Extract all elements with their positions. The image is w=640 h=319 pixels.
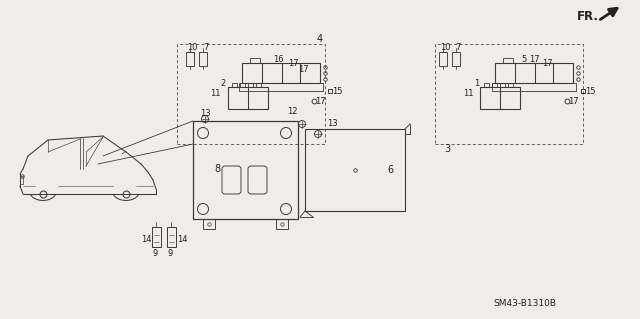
Text: 13: 13 bbox=[200, 108, 211, 117]
Bar bbox=[495, 63, 573, 83]
Bar bbox=[508, 83, 513, 87]
Text: 13: 13 bbox=[326, 118, 337, 128]
Bar bbox=[203, 219, 215, 229]
Bar bbox=[250, 58, 260, 63]
Text: 7: 7 bbox=[455, 42, 461, 51]
Text: 8: 8 bbox=[214, 164, 220, 174]
Text: 14: 14 bbox=[141, 234, 151, 243]
Text: 17: 17 bbox=[298, 64, 308, 73]
Text: 17: 17 bbox=[529, 55, 540, 63]
Text: 10: 10 bbox=[187, 42, 197, 51]
Text: 2: 2 bbox=[220, 78, 226, 87]
Bar bbox=[256, 83, 261, 87]
Bar bbox=[167, 227, 176, 247]
Text: 12: 12 bbox=[287, 107, 297, 115]
Bar bbox=[480, 87, 520, 109]
Bar bbox=[452, 52, 460, 66]
Bar bbox=[242, 63, 320, 83]
Text: SM43-B1310B: SM43-B1310B bbox=[493, 300, 556, 308]
Text: 11: 11 bbox=[210, 90, 220, 99]
Bar bbox=[186, 52, 194, 66]
Text: 16: 16 bbox=[273, 55, 284, 63]
Bar bbox=[503, 58, 513, 63]
Text: 17: 17 bbox=[541, 58, 552, 68]
Bar bbox=[232, 83, 237, 87]
Bar bbox=[152, 227, 161, 247]
Text: 6: 6 bbox=[387, 165, 393, 175]
Bar bbox=[20, 176, 23, 184]
Bar bbox=[199, 52, 207, 66]
Bar bbox=[500, 83, 505, 87]
Bar bbox=[435, 44, 583, 144]
Text: 5: 5 bbox=[522, 55, 527, 63]
Bar bbox=[305, 129, 405, 211]
Bar bbox=[248, 83, 253, 87]
Bar bbox=[177, 44, 325, 144]
Text: 11: 11 bbox=[463, 90, 473, 99]
Text: 10: 10 bbox=[440, 42, 451, 51]
Text: 15: 15 bbox=[332, 86, 342, 95]
Text: 7: 7 bbox=[204, 42, 209, 51]
Bar bbox=[492, 83, 497, 87]
Bar bbox=[239, 83, 323, 91]
Text: 4: 4 bbox=[317, 34, 323, 44]
Text: 1: 1 bbox=[474, 78, 479, 87]
Bar bbox=[492, 83, 576, 91]
Text: FR.: FR. bbox=[577, 10, 599, 23]
Bar bbox=[484, 83, 489, 87]
Bar bbox=[276, 219, 288, 229]
Text: 14: 14 bbox=[177, 234, 188, 243]
Bar bbox=[439, 52, 447, 66]
Text: 17: 17 bbox=[568, 97, 579, 106]
Bar bbox=[193, 121, 298, 219]
Text: 9: 9 bbox=[168, 249, 173, 258]
Text: 3: 3 bbox=[444, 144, 450, 154]
Text: 17: 17 bbox=[315, 97, 325, 106]
Bar bbox=[228, 87, 268, 109]
Text: 15: 15 bbox=[585, 86, 595, 95]
Bar bbox=[240, 83, 245, 87]
Text: 9: 9 bbox=[152, 249, 157, 258]
Text: 17: 17 bbox=[288, 58, 298, 68]
